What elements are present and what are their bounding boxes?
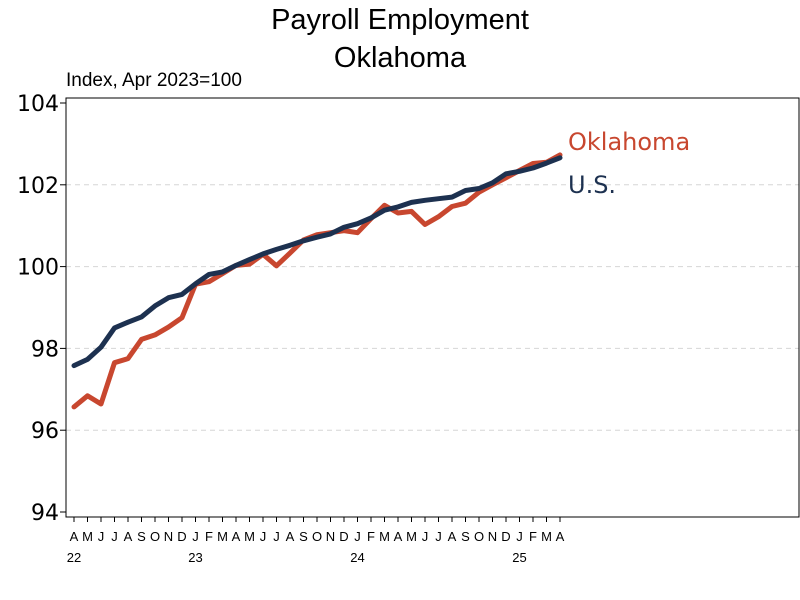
x-tick-label: F xyxy=(205,529,213,544)
y-tick-label: 96 xyxy=(31,419,59,444)
x-tick-label: A xyxy=(124,529,133,544)
x-tick-label: S xyxy=(461,529,470,544)
x-year-label: 22 xyxy=(67,550,81,565)
x-tick-label: F xyxy=(367,529,375,544)
x-tick-label: M xyxy=(379,529,390,544)
series-lines xyxy=(71,152,563,410)
x-tick-label: J xyxy=(435,529,442,544)
x-tick-label: J xyxy=(273,529,280,544)
x-tick-label: A xyxy=(556,529,565,544)
x-tick-label: J xyxy=(111,529,118,544)
y-tick-label: 94 xyxy=(31,501,59,526)
chart-title: Payroll Employment xyxy=(271,4,529,36)
x-tick-label: A xyxy=(394,529,403,544)
y-tick-label: 100 xyxy=(17,256,59,281)
x-tick-label: J xyxy=(516,529,523,544)
plot-frame xyxy=(65,97,800,518)
x-tick-label: A xyxy=(232,529,241,544)
x-tick-label: N xyxy=(164,529,173,544)
x-tick-label: O xyxy=(150,529,160,544)
x-tick-label: O xyxy=(312,529,322,544)
x-tick-label: A xyxy=(448,529,457,544)
series-line-u-s xyxy=(71,155,563,369)
x-tick-label: N xyxy=(326,529,335,544)
y-tick-label: 98 xyxy=(31,337,59,362)
x-tick-label: M xyxy=(82,529,93,544)
x-tick-label: J xyxy=(192,529,199,544)
x-tick-label: J xyxy=(98,529,105,544)
x-tick-label: M xyxy=(541,529,552,544)
y-tick-label: 102 xyxy=(17,174,59,199)
chart-subtitle: Oklahoma xyxy=(334,42,467,74)
series-label-u-s: U.S. xyxy=(568,171,616,199)
x-tick-label: F xyxy=(529,529,537,544)
x-tick-label: D xyxy=(339,529,348,544)
x-tick-label: S xyxy=(137,529,146,544)
x-axis: A M J J A S O N D J F M A M J J A S O N D J F M A M J J A S O N D J F M A22 2… xyxy=(67,517,565,565)
y-axis-unit-label: Index, Apr 2023=100 xyxy=(66,70,242,91)
x-tick-label: M xyxy=(244,529,255,544)
x-tick-label: A xyxy=(286,529,295,544)
x-tick-label: S xyxy=(299,529,308,544)
x-tick-label: A xyxy=(70,529,79,544)
x-tick-label: M xyxy=(406,529,417,544)
x-year-label: 23 xyxy=(188,550,202,565)
series-line-oklahoma xyxy=(71,152,563,410)
x-tick-label: J xyxy=(260,529,267,544)
series-labels: Oklahoma U.S. xyxy=(568,128,690,199)
x-tick-label: M xyxy=(217,529,228,544)
series-label-oklahoma: Oklahoma xyxy=(568,128,690,156)
x-year-label: 24 xyxy=(350,550,364,565)
y-tick-label: 104 xyxy=(17,92,59,117)
x-tick-label: O xyxy=(474,529,484,544)
y-axis: 94 96 98 100 102 104 xyxy=(17,92,66,526)
x-tick-label: D xyxy=(177,529,186,544)
x-tick-label: D xyxy=(501,529,510,544)
x-year-label: 25 xyxy=(512,550,526,565)
x-tick-label: N xyxy=(488,529,497,544)
x-tick-label: J xyxy=(354,529,361,544)
x-tick-label: J xyxy=(422,529,429,544)
